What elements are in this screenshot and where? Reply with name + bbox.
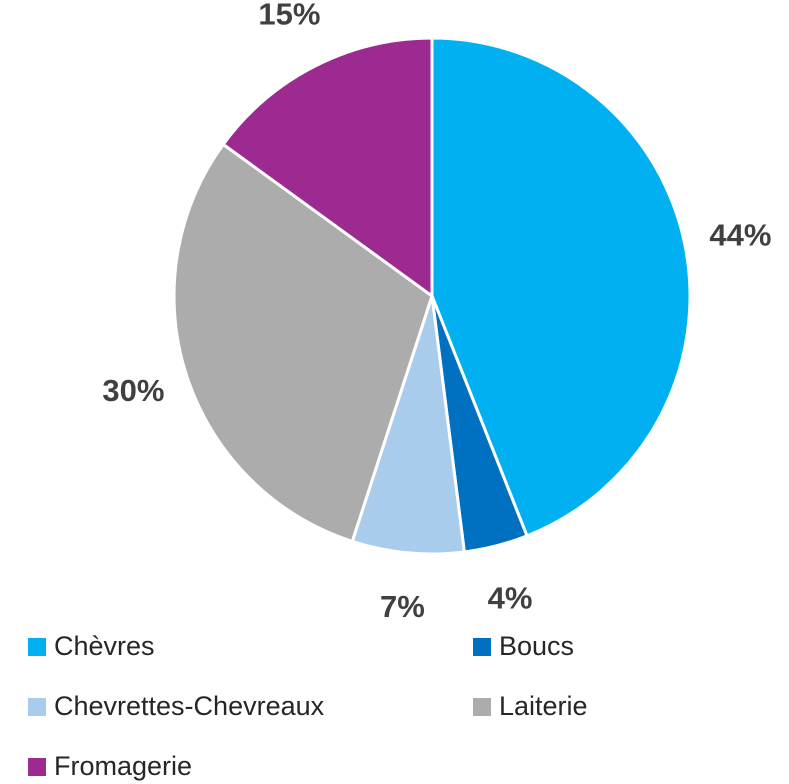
legend-label: Chevrettes-Chevreaux [54, 691, 325, 721]
legend-swatch [473, 638, 491, 656]
slice [350, 295, 467, 556]
pie [172, 36, 692, 556]
legend-label: Boucs [499, 631, 574, 661]
slice [430, 36, 692, 538]
legend-swatch [473, 698, 491, 716]
legend-label: Laiterie [499, 691, 588, 721]
legend-label: Chèvres [54, 631, 155, 661]
legend-swatch [28, 638, 46, 656]
data-label: 44% [709, 217, 771, 252]
data-labels: 44% 4% 7% 30% 15% [102, 0, 771, 624]
data-label: 7% [380, 589, 425, 624]
data-label: 15% [258, 0, 320, 31]
legend-label: Fromagerie [54, 751, 192, 781]
slice [221, 36, 434, 299]
slice [172, 142, 434, 544]
data-label: 30% [102, 373, 164, 408]
legend-swatch [28, 758, 46, 776]
legend: Chèvres Boucs Chevrettes-Chevreaux Laiterie… [28, 631, 588, 781]
data-label: 4% [488, 580, 533, 615]
legend-swatch [28, 698, 46, 716]
